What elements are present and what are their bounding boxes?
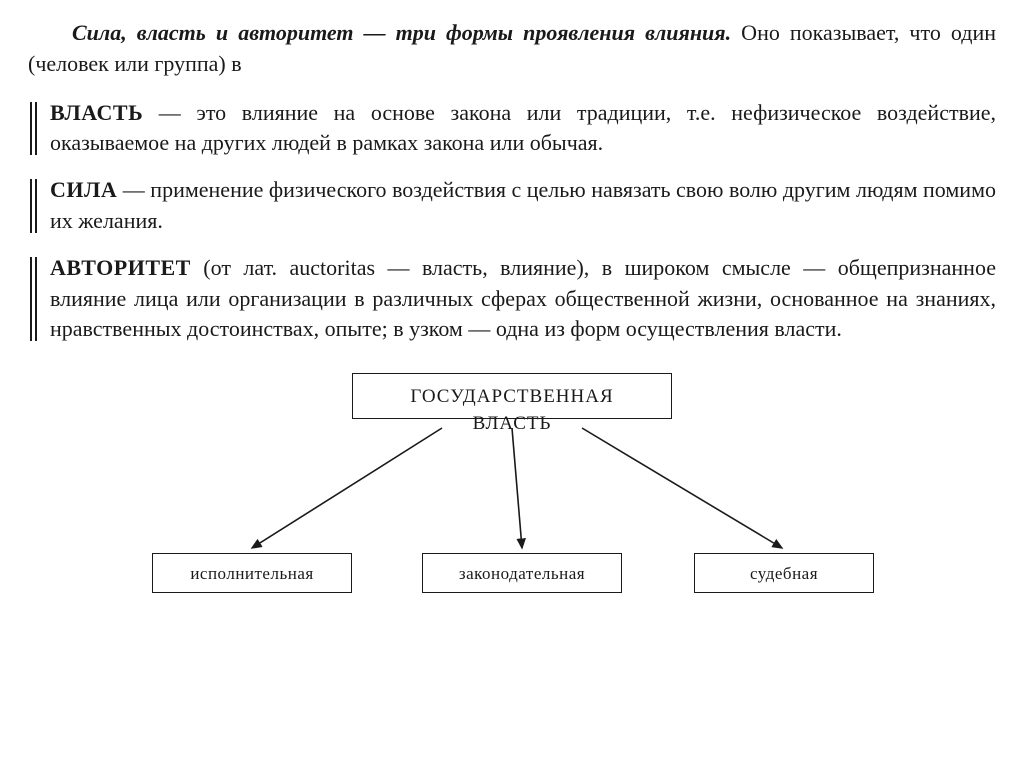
diagram-root-node: ГОСУДАРСТВЕННАЯ ВЛАСТЬ — [352, 373, 672, 419]
definition-sila: СИЛА — применение физического воздействи… — [28, 175, 996, 237]
term-sila: СИЛА — [50, 177, 117, 202]
double-bar-icon — [30, 257, 40, 341]
body-avtoritet: (от лат. auctoritas — власть, влияние), … — [50, 255, 996, 342]
power-branches-diagram: ГОСУДАРСТВЕННАЯ ВЛАСТЬ исполнительная за… — [142, 373, 882, 603]
diagram-child-judicial: судебная — [694, 553, 874, 593]
diagram-child-executive: исполнительная — [152, 553, 352, 593]
arrow-mid — [512, 428, 522, 548]
definition-avtoritet: АВТОРИТЕТ (от лат. auctoritas — власть, … — [28, 253, 996, 345]
double-bar-icon — [30, 179, 40, 233]
intro-lead: Сила, власть и авторитет — три формы про… — [72, 20, 731, 45]
arrow-right — [582, 428, 782, 548]
body-vlast: — это влияние на основе закона или тради… — [50, 100, 996, 156]
term-avtoritet: АВТОРИТЕТ — [50, 255, 191, 280]
arrow-left — [252, 428, 442, 548]
page: Сила, власть и авторитет — три формы про… — [0, 0, 1024, 767]
intro-paragraph: Сила, власть и авторитет — три формы про… — [28, 18, 996, 80]
definition-vlast: ВЛАСТЬ — это влияние на основе закона ил… — [28, 98, 996, 160]
arrow-group — [252, 428, 782, 548]
diagram-child-legislative: законодательная — [422, 553, 622, 593]
body-sila: — применение физического воздействия с ц… — [50, 177, 996, 233]
double-bar-icon — [30, 102, 40, 156]
term-vlast: ВЛАСТЬ — [50, 100, 143, 125]
